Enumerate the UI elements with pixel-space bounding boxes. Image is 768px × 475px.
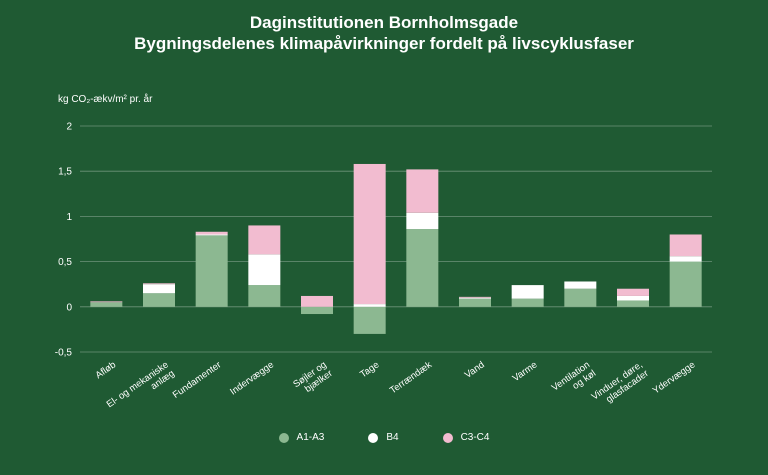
bar-segment [195,235,228,307]
legend-swatch [368,432,379,443]
bar-segment [511,298,544,307]
x-tick-label: Tage [358,359,381,380]
legend-item: A1-A3 [278,432,325,443]
y-tick-label: 1 [66,212,72,223]
legend-label: A1-A3 [296,432,325,443]
bar-segment [406,229,439,307]
legend-swatch [442,432,453,443]
y-axis-label: kg CO₂-ækv/m² pr. år [58,94,153,105]
x-tick-label: Fundamenter [171,359,224,400]
bar-segment [248,285,281,307]
bar-segment [353,163,386,305]
bar-segment [459,297,491,299]
x-tick-label: Søjler ogbjælker [291,359,334,398]
legend-swatch [278,432,289,443]
x-tick-label: Varme [511,359,540,384]
bar-segment [617,288,649,296]
y-tick-label: 2 [66,122,72,133]
bar-segment [511,285,544,299]
x-tick-label: Terrændæk [388,359,434,396]
bar-segment [353,304,386,307]
bar-segment [406,212,439,230]
legend: A1-A3 B4 C3-C4 [0,432,768,443]
x-tick-label: Vinduer, døre,glasfacader [590,359,651,411]
gridlines [80,125,712,353]
bar-segment [143,283,175,285]
legend-item: B4 [368,432,399,443]
bar-segment [90,301,123,303]
legend-label: B4 [386,432,399,443]
chart-title: Daginstitutionen Bornholmsgade [249,13,519,32]
bar-segment [195,231,228,235]
legend-item: C3-C4 [442,432,490,443]
bar-segment [564,281,597,289]
bar-segment [301,306,333,315]
bar-segment [617,295,649,301]
bar-segment [669,234,702,257]
bar-segment [406,169,439,213]
bar-segment [90,302,123,307]
bars [90,163,702,334]
y-tick-label: 0 [66,302,72,313]
x-tick-label: Afløb [94,359,118,381]
chart-subtitle: Bygningsdelenes klimapåvirkninger fordel… [134,34,634,53]
bar-segment [564,288,597,307]
legend-label: C3-C4 [460,432,490,443]
bar-segment [248,254,281,286]
y-tick-label: 1,5 [58,167,72,178]
bar-segment [143,293,175,307]
bar-segment [195,234,228,236]
bar-segment [617,300,649,307]
bar-segment [353,306,386,334]
bar-segment [143,284,175,294]
y-tick-label: -0,5 [55,348,73,359]
bar-segment [669,261,702,307]
bar-segment [459,296,491,298]
bar-segment [248,225,281,255]
bar-segment [301,295,333,307]
x-tick-label: Ydervægge [651,359,698,396]
bar-segment [669,256,702,262]
x-tick-label: Indervægge [228,359,276,397]
x-tick-label: Vand [463,359,487,380]
y-tick-label: 0,5 [58,257,72,268]
y-axis-ticks: 2 1,5 1 0,5 0 -0,5 [55,122,73,359]
bar-segment [459,298,491,307]
